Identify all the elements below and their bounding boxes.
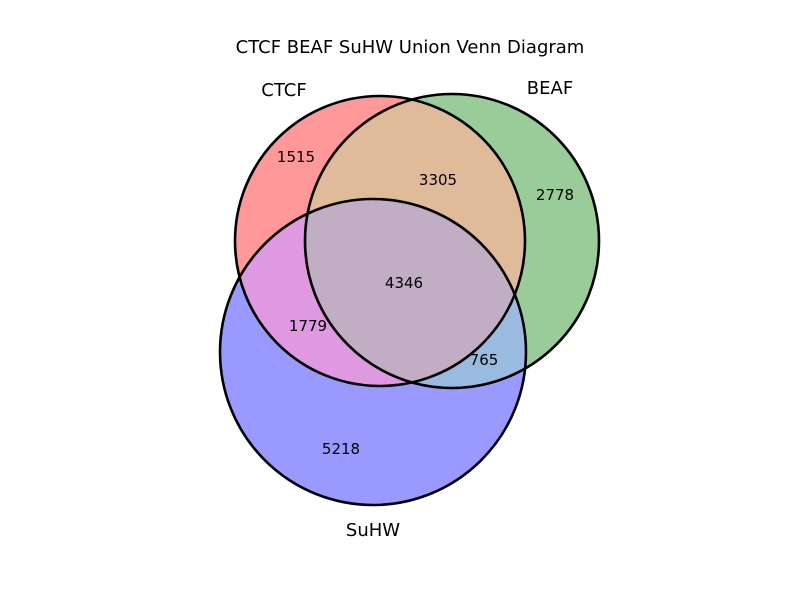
count-all-three: 4346 (385, 274, 423, 292)
count-beaf-suhw: 765 (470, 351, 499, 369)
suhw-set-label: SuHW (346, 520, 400, 541)
ctcf-circle-outline (233, 94, 527, 388)
count-ctcf-suhw: 1779 (289, 317, 327, 335)
count-suhw-only: 5218 (322, 440, 360, 458)
beaf-circle-outline (303, 92, 601, 390)
ctcf-set-label: CTCF (261, 80, 306, 101)
count-beaf-only: 2778 (536, 186, 574, 204)
suhw-circle-outline (218, 197, 528, 507)
count-ctcf-only: 1515 (277, 148, 315, 166)
diagram-title: CTCF BEAF SuHW Union Venn Diagram (236, 37, 585, 58)
beaf-set-label: BEAF (527, 78, 573, 99)
count-ctcf-beaf: 3305 (419, 171, 457, 189)
region-all-three (305, 199, 525, 386)
